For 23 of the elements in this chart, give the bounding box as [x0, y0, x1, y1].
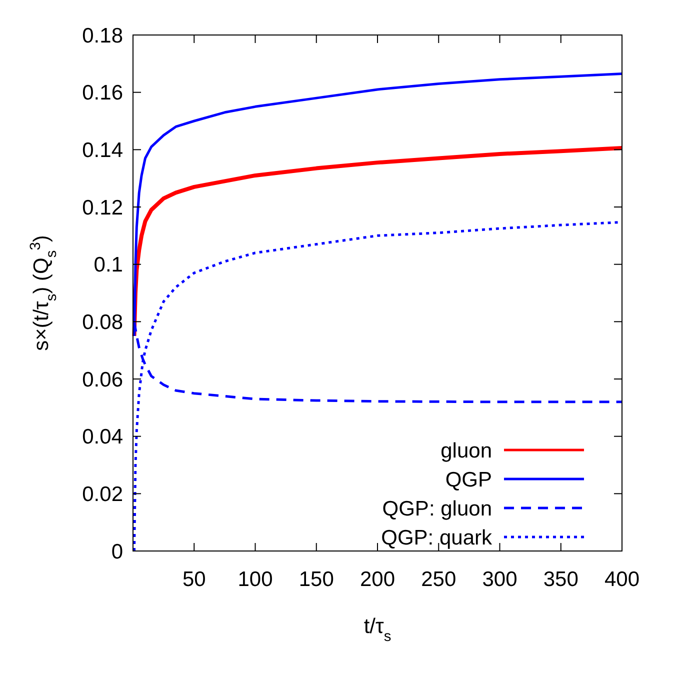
legend-label: QGP: quark — [381, 526, 492, 550]
y-tick-label: 0 — [111, 540, 123, 564]
y-tick-label: 0.18 — [82, 24, 123, 48]
y-tick-label: 0.1 — [94, 254, 123, 277]
y-tick-label: 0.08 — [82, 311, 123, 334]
x-tick-label: 400 — [604, 568, 640, 591]
y-tick-label: 0.16 — [82, 82, 123, 105]
legend-label: QGP: gluon — [382, 497, 492, 520]
x-tick-label: 100 — [238, 568, 273, 591]
legend-label: gluon — [440, 439, 492, 462]
x-tick-label: 150 — [298, 568, 334, 591]
x-tick-label: 300 — [482, 568, 518, 591]
x-tick-label: 50 — [182, 568, 206, 591]
x-tick-label: 350 — [543, 568, 578, 591]
y-tick-label: 0.02 — [82, 483, 123, 506]
y-tick-label: 0.14 — [82, 139, 124, 162]
legend-label: QGP — [445, 468, 492, 492]
x-tick-label: 200 — [360, 568, 396, 591]
x-axis-title: t/τ$_{s}$ — [364, 615, 392, 645]
x-tick-label: 250 — [421, 568, 456, 591]
y-tick-label: 0.06 — [82, 368, 123, 392]
y-tick-label: 0.04 — [82, 426, 124, 449]
y-tick-label: 0.12 — [82, 196, 123, 220]
